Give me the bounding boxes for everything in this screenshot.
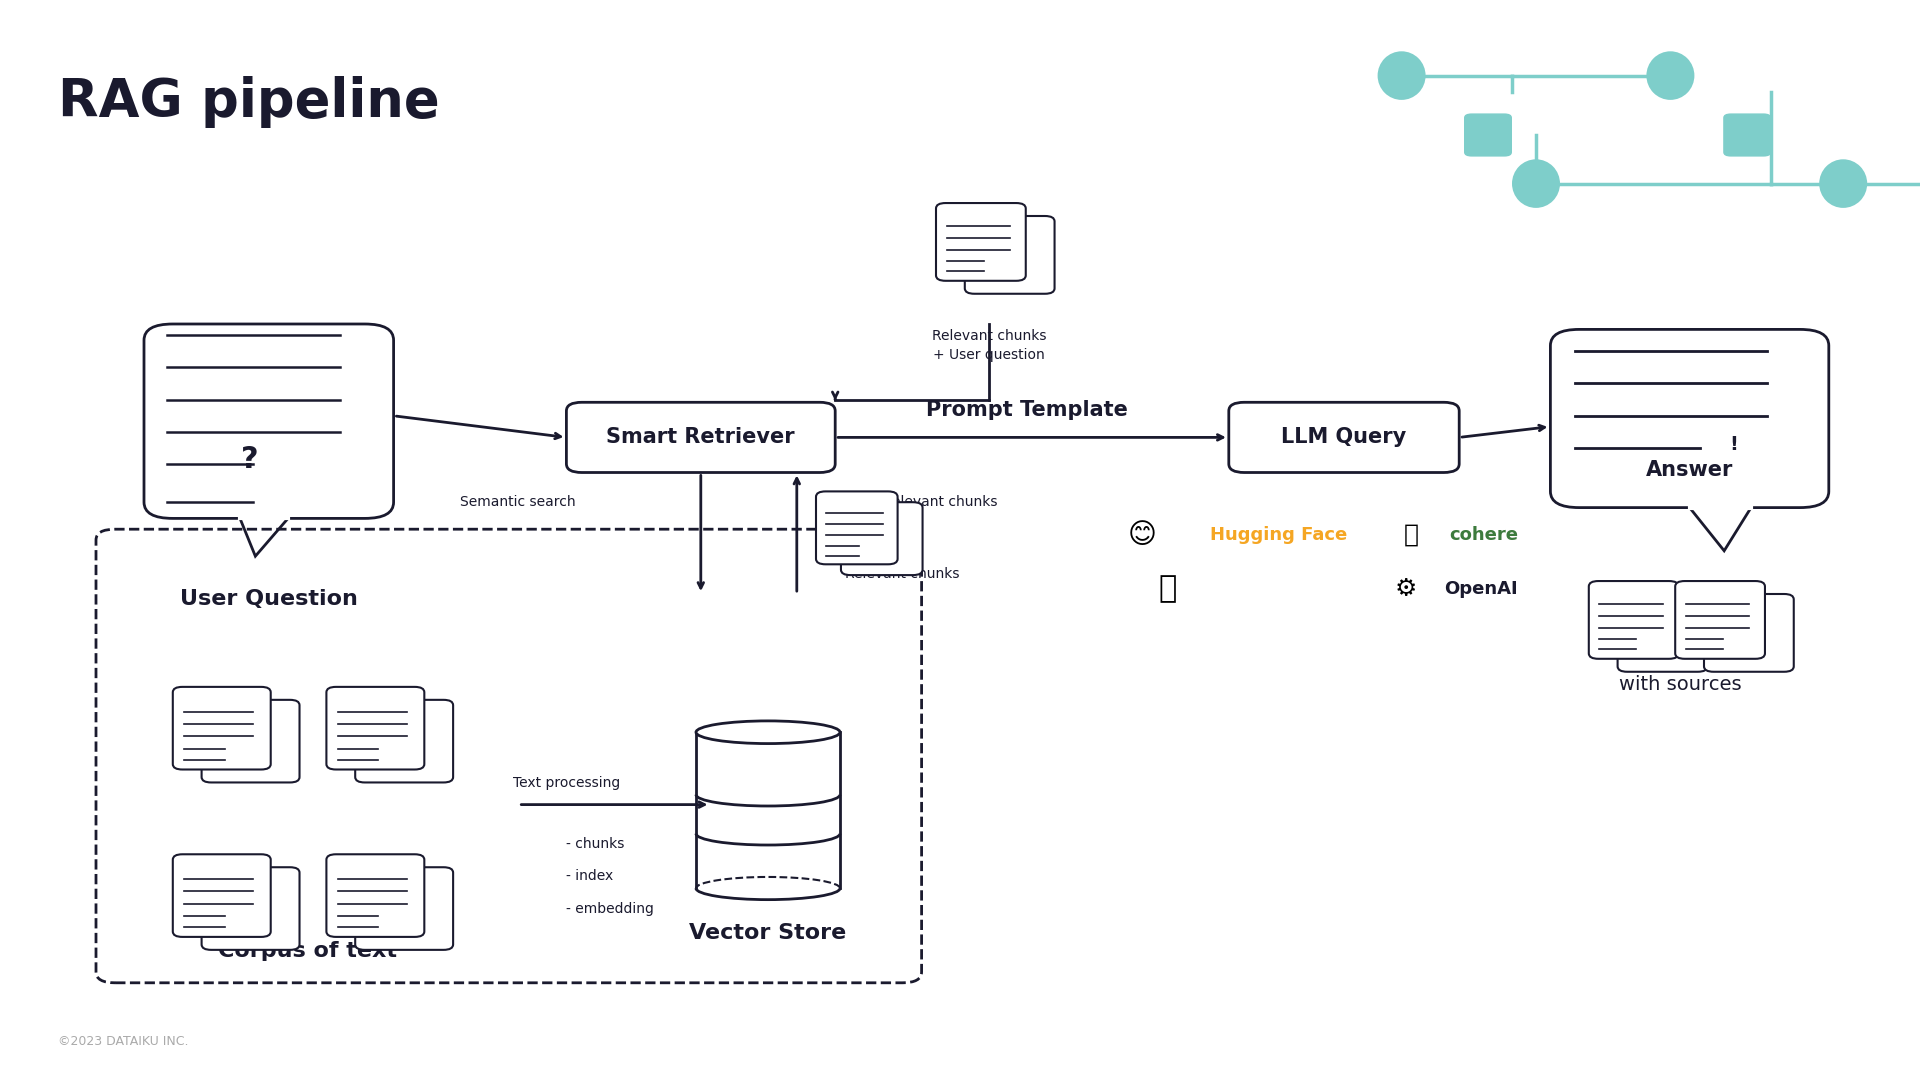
Text: Vector Store: Vector Store bbox=[689, 923, 847, 944]
Ellipse shape bbox=[695, 721, 841, 743]
Text: !: ! bbox=[1728, 435, 1738, 455]
FancyBboxPatch shape bbox=[816, 491, 897, 564]
Text: Corpus of text: Corpus of text bbox=[217, 941, 397, 961]
Ellipse shape bbox=[1647, 51, 1695, 99]
FancyBboxPatch shape bbox=[1724, 113, 1772, 157]
FancyBboxPatch shape bbox=[355, 867, 453, 950]
FancyBboxPatch shape bbox=[202, 700, 300, 782]
Text: + User question: + User question bbox=[933, 348, 1044, 362]
Text: LLM Query: LLM Query bbox=[1281, 428, 1407, 447]
Text: - embedding: - embedding bbox=[566, 902, 655, 916]
FancyBboxPatch shape bbox=[326, 687, 424, 769]
PathPatch shape bbox=[240, 518, 288, 556]
FancyBboxPatch shape bbox=[202, 867, 300, 950]
Ellipse shape bbox=[1513, 160, 1559, 207]
FancyBboxPatch shape bbox=[841, 502, 922, 575]
Text: Relevant chunks: Relevant chunks bbox=[845, 567, 960, 581]
Text: RAG pipeline: RAG pipeline bbox=[58, 76, 440, 127]
Text: Answer: Answer bbox=[1645, 460, 1734, 480]
Text: - chunks: - chunks bbox=[566, 837, 624, 851]
FancyBboxPatch shape bbox=[1465, 113, 1513, 157]
Text: 🔷: 🔷 bbox=[1158, 575, 1177, 603]
Text: Semantic search: Semantic search bbox=[461, 496, 576, 509]
Text: OpenAI: OpenAI bbox=[1444, 580, 1517, 597]
Text: Prompt Template: Prompt Template bbox=[925, 401, 1129, 420]
Text: ©2023 DATAIKU INC.: ©2023 DATAIKU INC. bbox=[58, 1035, 188, 1048]
Text: Smart Retriever: Smart Retriever bbox=[607, 428, 795, 447]
Text: cohere: cohere bbox=[1450, 526, 1519, 543]
FancyBboxPatch shape bbox=[144, 324, 394, 518]
FancyBboxPatch shape bbox=[173, 854, 271, 937]
Text: 🍀: 🍀 bbox=[1404, 523, 1419, 546]
FancyBboxPatch shape bbox=[937, 203, 1025, 281]
Text: 😊: 😊 bbox=[1127, 521, 1158, 549]
PathPatch shape bbox=[1690, 508, 1751, 551]
FancyBboxPatch shape bbox=[1590, 581, 1678, 659]
FancyBboxPatch shape bbox=[326, 854, 424, 937]
Text: with sources: with sources bbox=[1619, 675, 1741, 694]
Text: User Question: User Question bbox=[180, 589, 357, 609]
FancyBboxPatch shape bbox=[1674, 581, 1764, 659]
Ellipse shape bbox=[1377, 51, 1425, 99]
Text: Relevant chunks: Relevant chunks bbox=[883, 496, 998, 509]
FancyBboxPatch shape bbox=[964, 216, 1054, 294]
Text: - index: - index bbox=[566, 869, 614, 883]
Text: ⚙: ⚙ bbox=[1394, 577, 1417, 600]
Ellipse shape bbox=[1818, 160, 1866, 207]
FancyBboxPatch shape bbox=[1705, 594, 1793, 672]
FancyBboxPatch shape bbox=[355, 700, 453, 782]
Text: Text processing: Text processing bbox=[513, 777, 620, 789]
FancyBboxPatch shape bbox=[1617, 594, 1707, 672]
FancyBboxPatch shape bbox=[173, 687, 271, 769]
Polygon shape bbox=[697, 732, 841, 888]
Text: Relevant chunks: Relevant chunks bbox=[931, 329, 1046, 343]
FancyBboxPatch shape bbox=[1551, 329, 1828, 508]
Text: ?: ? bbox=[240, 445, 259, 473]
Text: Hugging Face: Hugging Face bbox=[1210, 526, 1346, 543]
